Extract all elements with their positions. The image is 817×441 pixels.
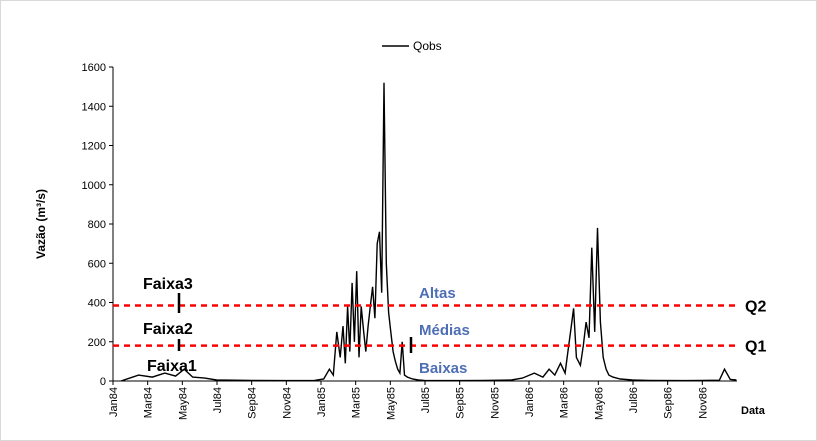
y-axis-label: Vazão (m³/s) bbox=[34, 189, 48, 259]
x-tick-label: May84 bbox=[177, 387, 189, 420]
y-tick-label: 1200 bbox=[82, 141, 106, 153]
y-tick-label: 800 bbox=[88, 219, 106, 231]
x-tick-label: Jan86 bbox=[524, 387, 536, 417]
y-tick-label: 1600 bbox=[82, 62, 106, 74]
x-tick-label: Jul84 bbox=[212, 387, 224, 413]
x-tick-label: Nov85 bbox=[489, 387, 501, 419]
y-tick-label: 200 bbox=[88, 337, 106, 349]
y-tick-label: 0 bbox=[100, 376, 106, 388]
x-tick-label: Jan85 bbox=[316, 387, 328, 417]
x-ticks: Jan84 Mar84 May84 Jul84 Sep84 Nov84 Jan85 Mar85… bbox=[108, 381, 709, 420]
x-axis-label: Data bbox=[741, 405, 766, 417]
legend-label: Qobs bbox=[413, 39, 442, 53]
band-label-faixa2: Faixa2 bbox=[143, 321, 193, 338]
x-tick-label: Mar84 bbox=[143, 387, 155, 418]
band-label-faixa1: Faixa1 bbox=[147, 358, 197, 375]
x-tick-label: Jan84 bbox=[108, 387, 120, 417]
series-qobs-line bbox=[120, 82, 737, 382]
x-tick-label: Nov86 bbox=[697, 387, 709, 419]
x-tick-label: Jul85 bbox=[420, 387, 432, 413]
x-tick-label: Sep85 bbox=[455, 387, 467, 419]
legend: Qobs bbox=[382, 39, 442, 53]
x-tick-label: Nov84 bbox=[281, 387, 293, 419]
y-tick-label: 1000 bbox=[82, 180, 106, 192]
x-tick-label: May85 bbox=[385, 387, 397, 420]
y-ticks: 0 200 400 600 800 1000 1200 1400 1600 bbox=[82, 62, 113, 388]
y-tick-label: 400 bbox=[88, 298, 106, 310]
zone-label-medias: Médias bbox=[419, 322, 470, 339]
reference-label-q1: Q1 bbox=[745, 339, 766, 356]
zone-label-altas: Altas bbox=[419, 285, 456, 302]
x-tick-label: Mar85 bbox=[351, 387, 363, 418]
y-tick-label: 1400 bbox=[82, 101, 106, 113]
zone-label-baixas: Baixas bbox=[419, 360, 467, 377]
x-tick-label: Sep84 bbox=[247, 387, 259, 419]
x-tick-label: Sep86 bbox=[663, 387, 675, 419]
reference-label-q2: Q2 bbox=[745, 298, 766, 315]
x-tick-label: May86 bbox=[593, 387, 605, 420]
y-tick-label: 600 bbox=[88, 258, 106, 270]
band-label-faixa3: Faixa3 bbox=[143, 276, 193, 293]
x-tick-label: Mar86 bbox=[559, 387, 571, 418]
x-tick-label: Jul86 bbox=[628, 387, 640, 413]
